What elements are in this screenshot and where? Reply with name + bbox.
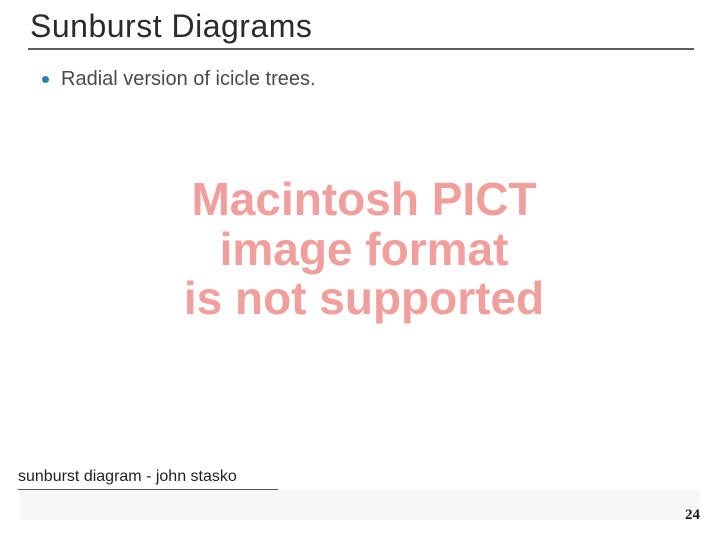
page-number: 24: [685, 507, 700, 524]
title-underline: [28, 48, 694, 50]
bullet-text: Radial version of icicle trees.: [61, 68, 316, 91]
bullet-dot-icon: [42, 76, 49, 83]
slide: Sunburst Diagrams Radial version of icic…: [0, 0, 720, 540]
slide-title: Sunburst Diagrams: [30, 8, 312, 45]
bullet-item: Radial version of icicle trees.: [42, 68, 316, 91]
footer-bar: [20, 490, 700, 520]
image-caption: sunburst diagram - john stasko: [18, 468, 237, 486]
image-placeholder: Macintosh PICT image format is not suppo…: [174, 175, 554, 324]
